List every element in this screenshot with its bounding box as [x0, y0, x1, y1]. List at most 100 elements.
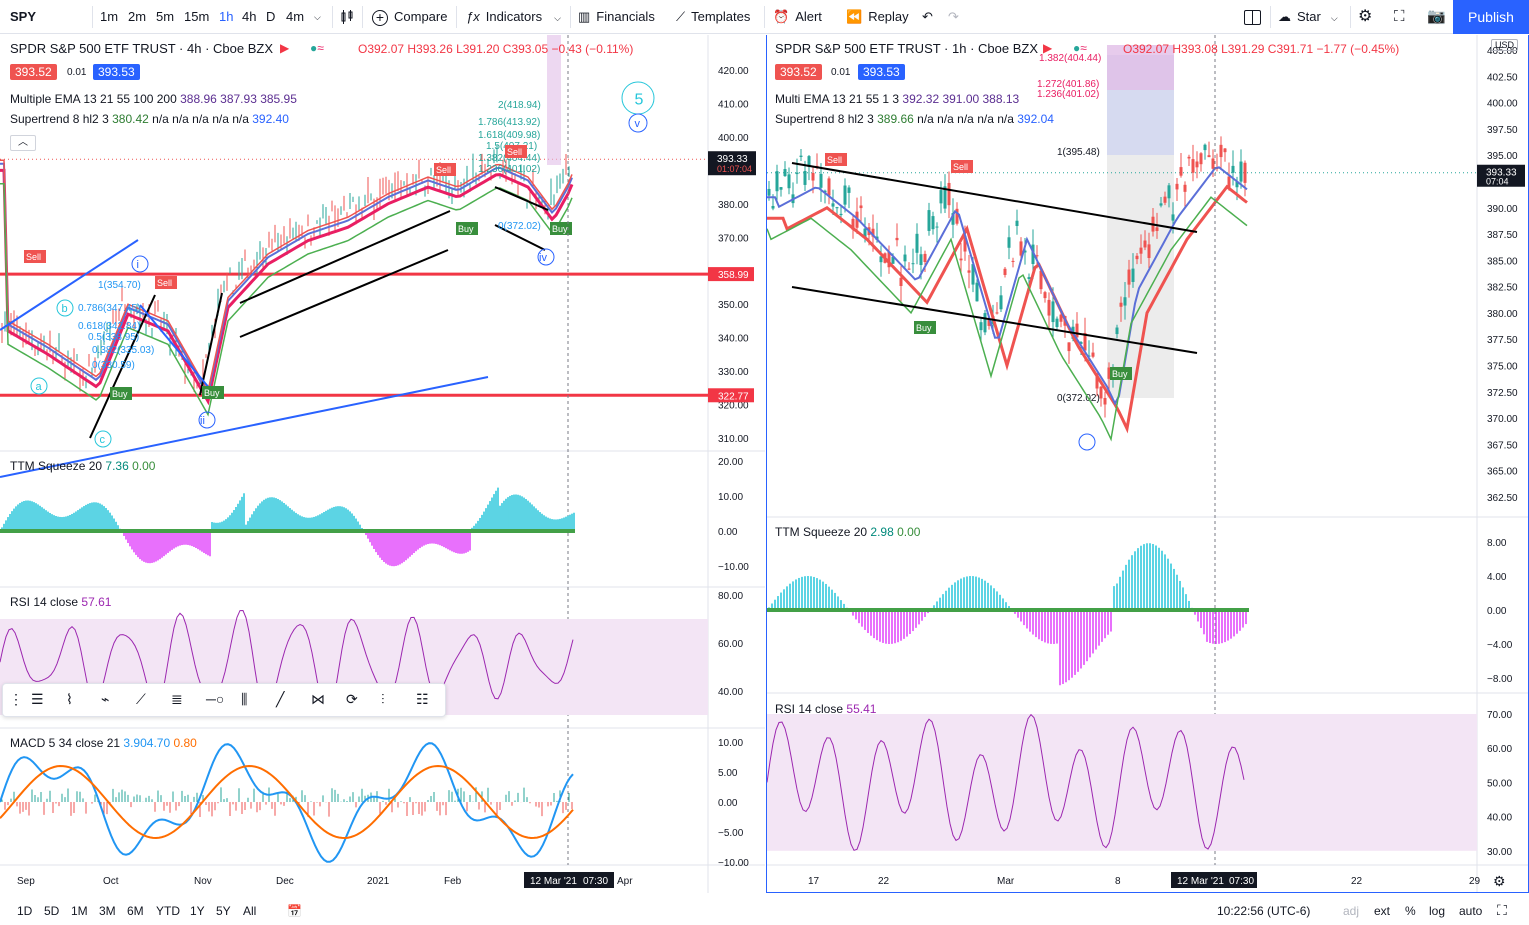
trendline-icon[interactable]: ╱ — [276, 691, 285, 707]
range-3M[interactable]: 3M — [99, 904, 116, 918]
clock[interactable]: 10:22:56 (UTC-6) — [1217, 904, 1311, 918]
layout-button[interactable] — [1244, 0, 1261, 34]
interval-15m[interactable]: 15m — [184, 9, 210, 24]
left-ttm-legend: TTM Squeeze 20 7.36 0.00 — [10, 459, 156, 473]
chart-settings-button[interactable]: ⚙ — [1493, 873, 1506, 890]
compare-button[interactable]: + Compare — [372, 0, 447, 34]
currency-label[interactable]: USD — [1491, 39, 1519, 51]
fib-zone-grey — [1107, 155, 1174, 398]
right-candle-body — [1211, 158, 1215, 169]
fullscreen-button[interactable]: ⛶ — [1394, 0, 1405, 34]
elliott-wave-icon[interactable]: ⌇ — [66, 691, 73, 707]
buy-signal-tag — [550, 222, 572, 235]
right-candle-body — [839, 213, 843, 216]
range-1Y[interactable]: 1Y — [190, 904, 205, 918]
right-candle-body — [1171, 214, 1175, 221]
right-time-tick: 22 — [878, 876, 890, 887]
left-ttm-tick: −10.00 — [718, 562, 749, 573]
indicators-button[interactable]: ƒx Indicators ⌵ — [466, 0, 561, 34]
interval-5m[interactable]: 5m — [156, 9, 175, 24]
left-chart[interactable]: 420.00 410.00 400.00 380.00 370.00 350.00 340.… — [0, 35, 765, 893]
right-fib-label: 1.382(404.44) — [1039, 53, 1101, 64]
ext-toggle[interactable]: ext — [1374, 904, 1391, 918]
right-candle-body — [1179, 167, 1183, 176]
right-candle-body — [1067, 342, 1071, 352]
right-candle-body — [1195, 161, 1199, 168]
chart-type-button[interactable] — [339, 0, 355, 34]
range-6M[interactable]: 6M — [127, 904, 144, 918]
interval-2m[interactable]: 2m — [128, 9, 147, 24]
interval-4m[interactable]: 4m — [286, 9, 305, 24]
left-rsi-tick: 40.00 — [718, 687, 743, 698]
wave-label-circle — [537, 248, 555, 266]
right-candle-body — [915, 233, 919, 253]
interval-1m[interactable]: 1m — [100, 9, 119, 24]
symbol-search[interactable]: SPY — [10, 9, 37, 24]
right-candle-body — [827, 178, 831, 196]
right-candle-body — [779, 187, 783, 190]
collapse-legend-button[interactable]: ︿ — [10, 135, 36, 151]
left-price-tick: 310.00 — [718, 434, 749, 445]
drag-handle-icon[interactable]: ⋮ — [9, 691, 23, 707]
snapshot-button[interactable]: 📷 — [1427, 0, 1446, 34]
left-sell-price[interactable]: 393.52 — [10, 64, 57, 80]
right-buy-price[interactable]: 393.53 — [858, 64, 905, 80]
interval-D[interactable]: D — [266, 9, 276, 24]
right-candle-body — [1139, 247, 1143, 254]
right-candle-body — [935, 226, 939, 228]
range-5D[interactable]: 5D — [44, 904, 60, 918]
right-chart-canvas[interactable]: 405.00402.50400.00397.50395.00392.50390.… — [767, 35, 1528, 892]
horizontal-lines-icon[interactable]: ☰ — [31, 691, 44, 707]
right-chart[interactable]: 405.00402.50400.00397.50395.00392.50390.… — [766, 35, 1529, 893]
undo-button[interactable]: ↶ — [922, 0, 933, 34]
vertical-lines-icon[interactable]: ⫼ — [241, 691, 248, 707]
xabcd-icon[interactable]: ⋈ — [311, 691, 325, 707]
forecast-icon[interactable]: ☷ — [416, 691, 429, 707]
right-candle-body — [1163, 196, 1167, 203]
buy-signal-label: Buy — [458, 224, 474, 234]
replay-button[interactable]: ⏪ Replay — [846, 0, 909, 34]
range-YTD[interactable]: YTD — [156, 904, 180, 918]
signal-line — [0, 764, 574, 840]
right-sell-price[interactable]: 393.52 — [775, 64, 822, 80]
right-candle-body — [871, 228, 875, 237]
abcd-pattern-icon[interactable]: ⌁ — [101, 691, 110, 707]
left-ttm-tick: 0.00 — [718, 527, 738, 538]
alert-button[interactable]: ⏰ Alert — [773, 0, 822, 34]
adj-toggle[interactable]: adj — [1343, 904, 1360, 918]
range-1D[interactable]: 1D — [17, 904, 33, 918]
left-buy-price[interactable]: 393.53 — [93, 64, 140, 80]
percent-toggle[interactable]: % — [1405, 904, 1416, 918]
right-candle-body — [1047, 299, 1051, 316]
star-button[interactable]: ☁ Star ⌵ — [1278, 0, 1338, 34]
templates-button[interactable]: ⟋ Templates — [676, 0, 750, 34]
right-candle-body — [1131, 268, 1135, 282]
right-price-tick: 377.50 — [1487, 335, 1518, 346]
auto-toggle[interactable]: auto — [1459, 904, 1483, 918]
trend-angle-icon[interactable]: ⟋ — [136, 691, 146, 707]
rotation-icon[interactable]: ⟳ — [346, 691, 358, 707]
horizontal-ray-icon[interactable]: ─○ — [206, 691, 225, 707]
sell-signal-label: Sell — [157, 278, 172, 288]
financials-button[interactable]: ▥ Financials — [578, 0, 655, 34]
range-All[interactable]: All — [243, 904, 257, 918]
interval-1h[interactable]: 1h — [219, 9, 234, 24]
channel-line — [791, 286, 1198, 354]
right-candle-body — [1191, 159, 1195, 173]
settings-button[interactable]: ⚙ — [1358, 0, 1372, 34]
log-toggle[interactable]: log — [1429, 904, 1446, 918]
fib-retracement-icon[interactable]: ≣ — [171, 691, 183, 707]
range-1M[interactable]: 1M — [71, 904, 88, 918]
publish-button[interactable]: Publish — [1453, 0, 1529, 34]
right-candle-body — [939, 190, 943, 204]
projection-icon[interactable]: ⫶ — [381, 691, 385, 707]
date-range-button[interactable]: 📅 — [287, 904, 302, 918]
interval-4h[interactable]: 4h — [242, 9, 257, 24]
interval-chevron-icon[interactable]: ⌵ — [314, 12, 321, 22]
right-candle-body — [819, 173, 823, 188]
right-candle-body — [947, 182, 951, 206]
fullscreen-toggle[interactable]: ⛶ — [1497, 902, 1507, 919]
right-candle-body — [1043, 292, 1047, 299]
redo-button[interactable]: ↷ — [948, 0, 959, 34]
range-5Y[interactable]: 5Y — [216, 904, 231, 918]
